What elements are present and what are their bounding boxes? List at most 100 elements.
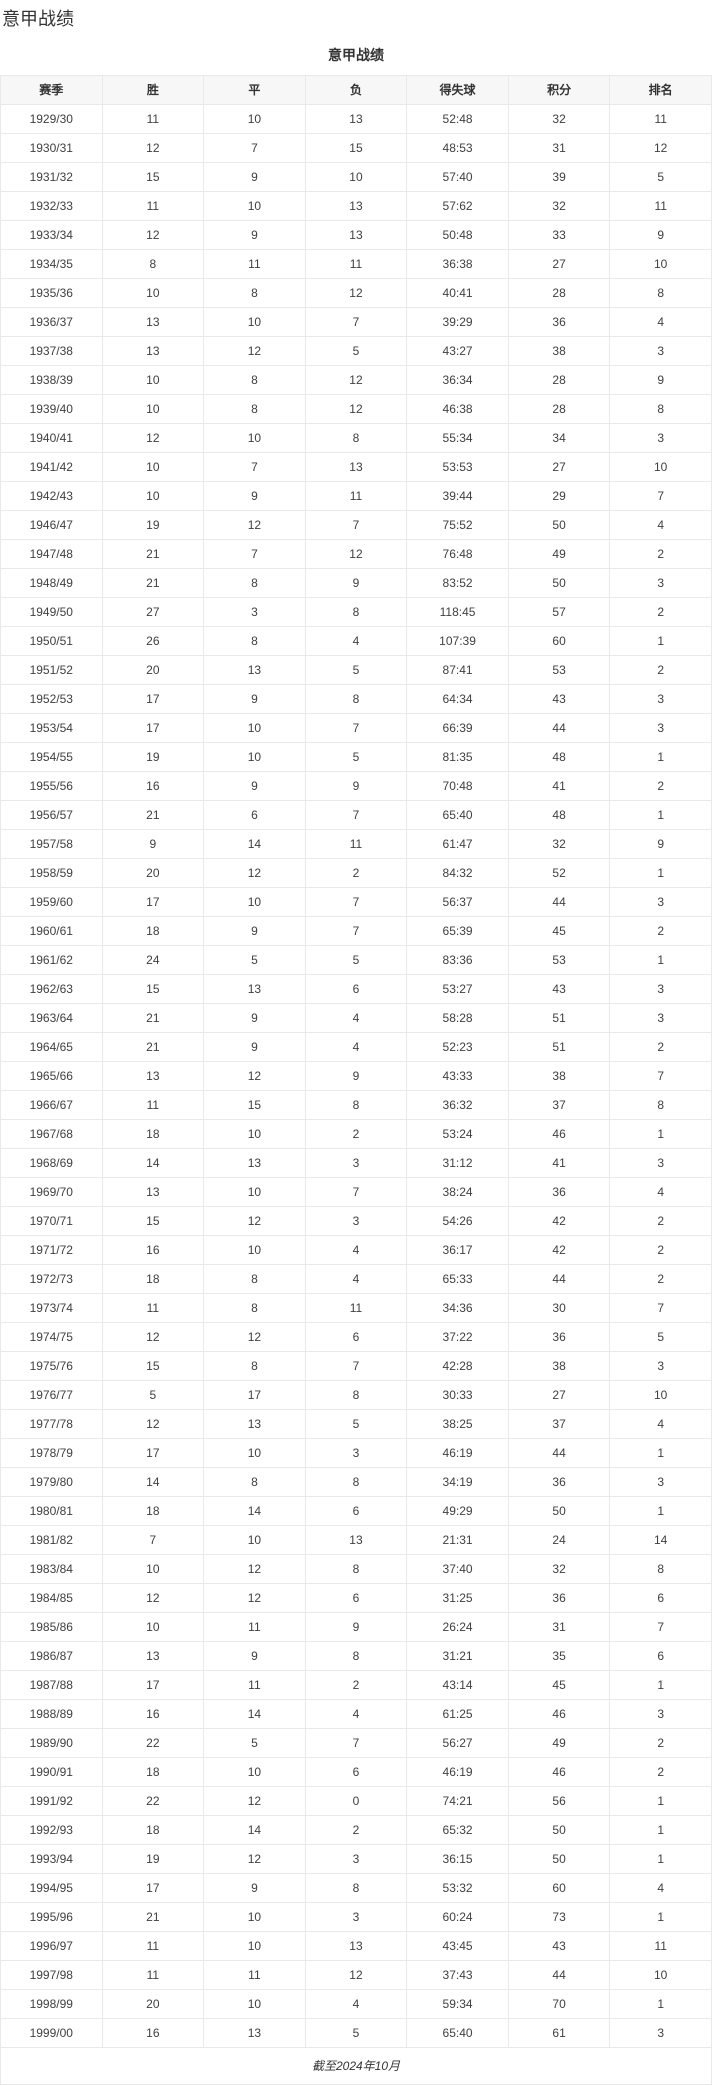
cell-points: 28 <box>507 365 611 395</box>
cell-losses: 8 <box>304 1873 408 1903</box>
cell-rank: 3 <box>609 1699 712 1729</box>
cell-rank: 1 <box>609 1902 712 1932</box>
cell-draws: 9 <box>203 162 306 192</box>
cell-points: 45 <box>507 1670 611 1700</box>
cell-rank: 1 <box>609 1119 712 1149</box>
cell-season: 1981/82 <box>0 1525 103 1555</box>
table-row: 1933/34 12 9 13 50:48 33 9 <box>0 220 712 250</box>
cell-rank: 3 <box>609 2018 712 2048</box>
cell-points: 32 <box>507 829 611 859</box>
cell-points: 32 <box>507 104 611 134</box>
table-row: 1996/97 11 10 13 43:45 43 11 <box>0 1931 712 1961</box>
table-caption: 意甲战绩 <box>328 47 384 63</box>
cell-season: 1952/53 <box>0 684 103 714</box>
cell-losses: 3 <box>304 1148 408 1178</box>
cell-goals: 37:22 <box>406 1322 509 1352</box>
cell-draws: 5 <box>203 945 306 975</box>
cell-points: 36 <box>507 1583 611 1613</box>
cell-draws: 11 <box>203 1612 306 1642</box>
cell-losses: 2 <box>304 858 408 888</box>
cell-season: 1990/91 <box>0 1757 103 1787</box>
cell-wins: 19 <box>101 1844 205 1874</box>
cell-goals: 30:33 <box>406 1380 509 1410</box>
cell-losses: 13 <box>304 1525 408 1555</box>
cell-losses: 8 <box>304 1641 408 1671</box>
cell-goals: 75:52 <box>406 510 509 540</box>
cell-rank: 6 <box>609 1641 712 1671</box>
cell-season: 1940/41 <box>0 423 103 453</box>
cell-draws: 12 <box>203 510 306 540</box>
cell-season: 1963/64 <box>0 1003 103 1033</box>
table-row: 1993/94 19 12 3 36:15 50 1 <box>0 1844 712 1874</box>
cell-draws: 11 <box>203 1960 306 1990</box>
cell-goals: 49:29 <box>406 1496 509 1526</box>
table-row: 1949/50 27 3 8 118:45 57 2 <box>0 597 712 627</box>
cell-wins: 11 <box>101 1960 205 1990</box>
footer-row: 截至2024年10月 <box>0 2047 712 2085</box>
cell-draws: 9 <box>203 771 306 801</box>
cell-wins: 10 <box>101 452 205 482</box>
cell-points: 24 <box>507 1525 611 1555</box>
table-row: 1930/31 12 7 15 48:53 31 12 <box>0 133 712 163</box>
cell-points: 39 <box>507 162 611 192</box>
cell-goals: 61:25 <box>406 1699 509 1729</box>
cell-losses: 7 <box>304 307 408 337</box>
cell-rank: 3 <box>609 1003 712 1033</box>
table-row: 1963/64 21 9 4 58:28 51 3 <box>0 1003 712 1033</box>
cell-rank: 2 <box>609 655 712 685</box>
cell-points: 27 <box>507 249 611 279</box>
table-row: 1981/82 7 10 13 21:31 24 14 <box>0 1525 712 1555</box>
cell-losses: 8 <box>304 1554 408 1584</box>
cell-points: 44 <box>507 1438 611 1468</box>
cell-points: 49 <box>507 1728 611 1758</box>
cell-draws: 13 <box>203 655 306 685</box>
cell-goals: 31:12 <box>406 1148 509 1178</box>
cell-season: 1966/67 <box>0 1090 103 1120</box>
cell-losses: 2 <box>304 1119 408 1149</box>
cell-season: 1984/85 <box>0 1583 103 1613</box>
cell-season: 1965/66 <box>0 1061 103 1091</box>
table-row: 1940/41 12 10 8 55:34 34 3 <box>0 423 712 453</box>
cell-losses: 5 <box>304 742 408 772</box>
cell-draws: 12 <box>203 1786 306 1816</box>
cell-goals: 39:29 <box>406 307 509 337</box>
table-row: 1987/88 17 11 2 43:14 45 1 <box>0 1670 712 1700</box>
cell-goals: 76:48 <box>406 539 509 569</box>
cell-points: 52 <box>507 858 611 888</box>
cell-wins: 24 <box>101 945 205 975</box>
cell-points: 46 <box>507 1119 611 1149</box>
col-header-wins: 胜 <box>101 75 205 105</box>
cell-losses: 7 <box>304 1351 408 1381</box>
table-row: 1971/72 16 10 4 36:17 42 2 <box>0 1235 712 1265</box>
table-row: 1960/61 18 9 7 65:39 45 2 <box>0 916 712 946</box>
cell-losses: 7 <box>304 1177 408 1207</box>
cell-wins: 14 <box>101 1148 205 1178</box>
cell-draws: 14 <box>203 1496 306 1526</box>
cell-wins: 21 <box>101 1032 205 1062</box>
cell-points: 61 <box>507 2018 611 2048</box>
cell-goals: 53:32 <box>406 1873 509 1903</box>
cell-rank: 8 <box>609 394 712 424</box>
cell-wins: 18 <box>101 916 205 946</box>
table-row: 1956/57 21 6 7 65:40 48 1 <box>0 800 712 830</box>
cell-wins: 27 <box>101 597 205 627</box>
table-row: 1932/33 11 10 13 57:62 32 11 <box>0 191 712 221</box>
cell-season: 1989/90 <box>0 1728 103 1758</box>
cell-goals: 38:25 <box>406 1409 509 1439</box>
cell-rank: 12 <box>609 133 712 163</box>
table-row: 1935/36 10 8 12 40:41 28 8 <box>0 278 712 308</box>
cell-rank: 4 <box>609 1177 712 1207</box>
cell-points: 70 <box>507 1989 611 2019</box>
cell-draws: 7 <box>203 452 306 482</box>
cell-points: 48 <box>507 800 611 830</box>
cell-draws: 10 <box>203 423 306 453</box>
cell-rank: 10 <box>609 452 712 482</box>
cell-rank: 4 <box>609 1873 712 1903</box>
cell-draws: 8 <box>203 1467 306 1497</box>
table-row: 1979/80 14 8 8 34:19 36 3 <box>0 1467 712 1497</box>
cell-losses: 8 <box>304 684 408 714</box>
cell-wins: 8 <box>101 249 205 279</box>
table-row: 1959/60 17 10 7 56:37 44 3 <box>0 887 712 917</box>
cell-points: 31 <box>507 133 611 163</box>
cell-draws: 17 <box>203 1380 306 1410</box>
